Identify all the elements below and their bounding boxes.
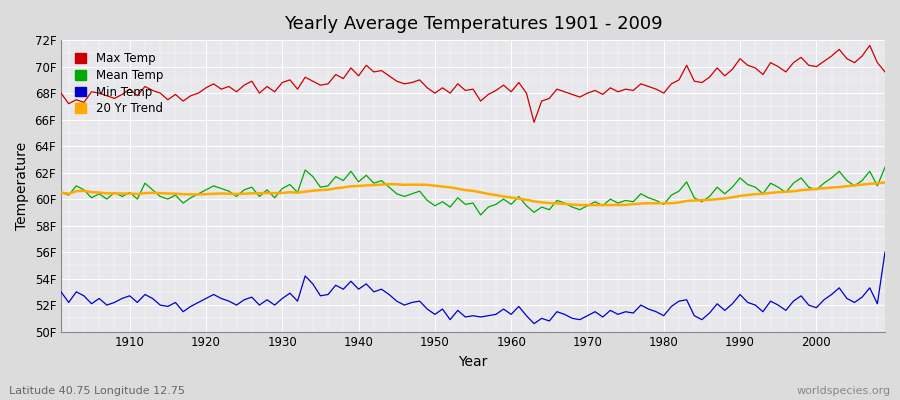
Text: worldspecies.org: worldspecies.org: [796, 386, 891, 396]
Y-axis label: Temperature: Temperature: [15, 142, 29, 230]
X-axis label: Year: Year: [458, 355, 488, 369]
Legend: Max Temp, Mean Temp, Min Temp, 20 Yr Trend: Max Temp, Mean Temp, Min Temp, 20 Yr Tre…: [71, 49, 166, 119]
Title: Yearly Average Temperatures 1901 - 2009: Yearly Average Temperatures 1901 - 2009: [284, 15, 662, 33]
Text: Latitude 40.75 Longitude 12.75: Latitude 40.75 Longitude 12.75: [9, 386, 185, 396]
